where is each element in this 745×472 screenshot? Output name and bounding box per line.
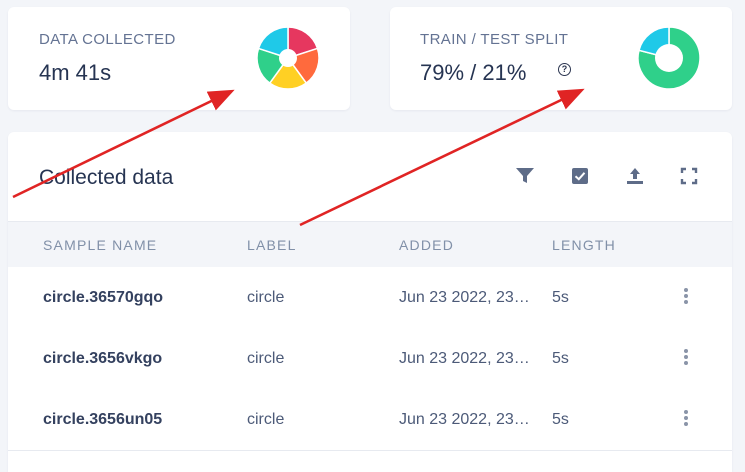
upload-icon: [627, 168, 643, 184]
row-menu-icon[interactable]: [683, 288, 689, 306]
data-collected-label: DATA COLLECTED: [39, 31, 176, 48]
data-collected-donut-slice: [257, 26, 289, 60]
row-menu-icon[interactable]: [683, 349, 689, 367]
checkbox-icon: [572, 168, 588, 184]
sample-name-cell[interactable]: circle.3656vkgo: [43, 350, 163, 367]
data-collected-card: DATA COLLECTED 4m 41s: [8, 7, 350, 110]
column-header-added[interactable]: ADDED: [399, 237, 455, 253]
added-cell: Jun 23 2022, 23…: [399, 289, 530, 306]
table-row[interactable]: circle.36570gqo circle Jun 23 2022, 23… …: [8, 267, 732, 329]
fullscreen-icon: [680, 167, 698, 185]
length-cell: 5s: [552, 350, 569, 367]
table-header-row: SAMPLE NAME LABEL ADDED LENGTH: [8, 221, 732, 268]
select-button[interactable]: [569, 165, 591, 187]
filter-button[interactable]: [514, 165, 536, 187]
label-cell: circle: [247, 350, 285, 367]
train-test-split-card: TRAIN / TEST SPLIT 79% / 21% ?: [390, 7, 732, 110]
help-icon[interactable]: ?: [558, 63, 571, 76]
collected-data-table-card: Collected data SAMPLE NAME LABEL ADDED L…: [8, 132, 732, 472]
label-cell: circle: [247, 411, 285, 428]
data-collected-donut-chart: [256, 26, 320, 90]
fullscreen-button[interactable]: [678, 165, 700, 187]
donut-hole: [655, 44, 683, 72]
added-cell: Jun 23 2022, 23…: [399, 411, 530, 428]
donut-hole: [279, 49, 297, 67]
row-menu-icon[interactable]: [683, 410, 689, 428]
data-collected-value: 4m 41s: [39, 60, 112, 85]
length-cell: 5s: [552, 411, 569, 428]
upload-button[interactable]: [624, 165, 646, 187]
table-row[interactable]: circle.3656un05 circle Jun 23 2022, 23… …: [8, 389, 732, 451]
length-cell: 5s: [552, 289, 569, 306]
train-test-split-value: 79% / 21%: [420, 60, 527, 85]
label-cell: circle: [247, 289, 285, 306]
table-title: Collected data: [39, 166, 174, 189]
sample-name-cell[interactable]: circle.3656un05: [43, 411, 163, 428]
data-collected-donut-slice: [268, 56, 308, 90]
train-test-split-label: TRAIN / TEST SPLIT: [420, 31, 569, 48]
sample-name-cell[interactable]: circle.36570gqo: [43, 289, 164, 306]
added-cell: Jun 23 2022, 23…: [399, 350, 530, 367]
column-header-length[interactable]: LENGTH: [552, 237, 616, 253]
filter-icon: [516, 168, 534, 183]
train-test-split-donut-chart: [637, 26, 701, 90]
column-header-sample-name[interactable]: SAMPLE NAME: [43, 237, 158, 253]
table-row[interactable]: circle.3656vkgo circle Jun 23 2022, 23… …: [8, 328, 732, 390]
column-header-label[interactable]: LABEL: [247, 237, 297, 253]
